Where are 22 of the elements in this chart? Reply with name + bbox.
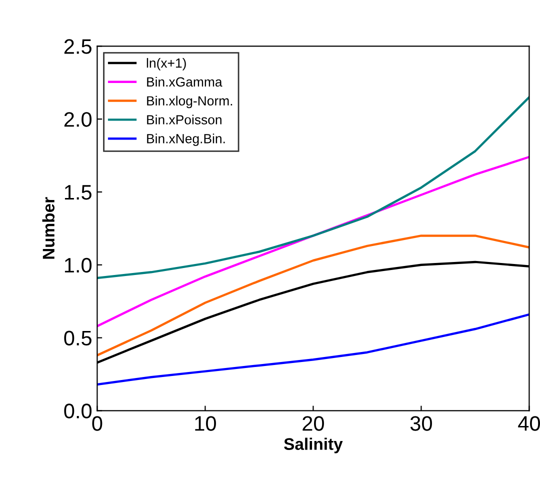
x-tick-label: 20 [302,416,324,431]
line-series [97,96,530,280]
legend-label: Bin.xlog-Norm. [147,96,232,108]
y-tick-label: 0.0 [64,404,92,418]
x-tick-label: 30 [410,416,432,431]
line-series [97,234,530,356]
legend-label: Bin.xNeg.Bin. [147,134,225,146]
x-tick-label: 10 [195,416,216,431]
y-tick-label: 0.5 [64,330,92,346]
legend-label: Bin.xGamma [147,76,222,87]
legend-label: ln(x+1) [146,58,186,70]
x-axis-title: Salinity [284,438,343,454]
y-tick-label: 1.0 [64,258,92,273]
y-tick-label: 2.0 [64,112,92,127]
x-tick-label: 40 [518,416,540,431]
line-series [97,313,530,386]
y-tick-label: 1.5 [64,185,92,200]
legend-label: Bin.xPoisson [147,114,222,124]
y-axis-title: Number [42,197,55,259]
line-series [97,156,530,328]
x-tick-label: 0 [92,416,102,431]
y-tick-label: 2.5 [64,39,92,54]
